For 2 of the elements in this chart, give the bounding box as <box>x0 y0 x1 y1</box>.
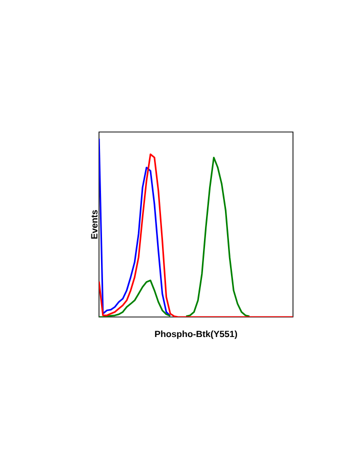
y-axis-title: Events <box>91 210 98 239</box>
x-axis-title: Phospho-Btk(Y551) <box>155 330 238 339</box>
